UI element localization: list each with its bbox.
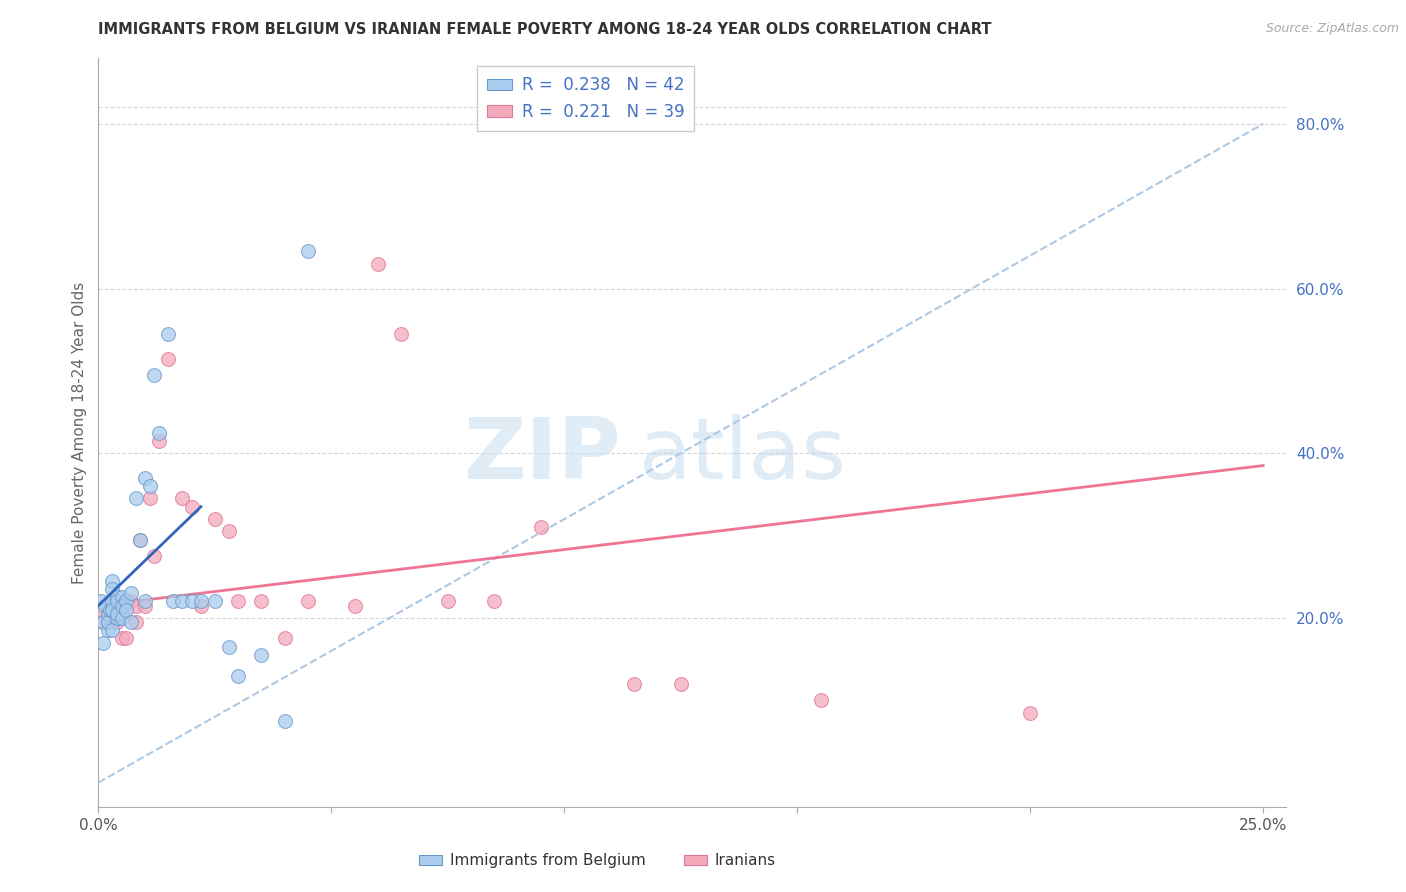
Point (97, 607, 120, 621)
Point (343, 599, 366, 613)
Point (389, 326, 412, 341)
Point (98, 602, 121, 616)
Point (138, 491, 160, 506)
Point (226, 668, 249, 682)
Point (129, 533, 152, 547)
Point (180, 594, 202, 608)
Point (180, 500, 202, 514)
Point (143, 549, 166, 563)
Point (218, 640, 240, 654)
Point (111, 599, 134, 613)
Point (297, 244, 319, 259)
Point (250, 648, 273, 662)
Legend: Immigrants from Belgium, Iranians: Immigrants from Belgium, Iranians (413, 847, 782, 874)
Point (172, 491, 194, 506)
Point (125, 599, 148, 613)
Point (1019, 706, 1042, 720)
Point (101, 594, 124, 608)
Text: atlas: atlas (638, 414, 846, 497)
Point (101, 594, 124, 608)
Y-axis label: Female Poverty Among 18-24 Year Olds: Female Poverty Among 18-24 Year Olds (72, 282, 87, 583)
Point (297, 594, 319, 608)
Point (162, 594, 184, 608)
Point (367, 257, 389, 271)
Point (134, 599, 156, 613)
Point (138, 479, 160, 493)
Point (623, 677, 645, 691)
Point (190, 599, 212, 613)
Text: Source: ZipAtlas.com: Source: ZipAtlas.com (1265, 22, 1399, 36)
Point (134, 471, 156, 485)
Point (250, 594, 273, 608)
Point (90, 594, 112, 608)
Point (111, 591, 134, 605)
Point (218, 524, 240, 539)
Point (115, 602, 138, 616)
Point (226, 594, 249, 608)
Point (97, 624, 120, 638)
Point (157, 326, 180, 341)
Point (484, 594, 506, 608)
Point (105, 611, 128, 625)
Point (115, 594, 138, 608)
Point (125, 615, 148, 629)
Point (148, 425, 170, 440)
Point (172, 594, 194, 608)
Point (120, 615, 142, 629)
Point (97, 615, 120, 629)
Point (274, 632, 297, 646)
Point (810, 693, 832, 707)
Text: IMMIGRANTS FROM BELGIUM VS IRANIAN FEMALE POVERTY AMONG 18-24 YEAR OLDS CORRELAT: IMMIGRANTS FROM BELGIUM VS IRANIAN FEMAL… (98, 22, 991, 37)
Point (111, 611, 134, 625)
Point (101, 582, 124, 596)
Point (437, 594, 460, 608)
Point (157, 351, 180, 366)
Point (120, 594, 142, 608)
Point (111, 607, 134, 621)
Point (120, 586, 142, 600)
Point (105, 615, 128, 629)
Point (105, 599, 128, 613)
Point (115, 594, 138, 608)
Point (530, 520, 553, 534)
Point (91, 615, 114, 629)
Point (115, 632, 138, 646)
Point (101, 611, 124, 625)
Point (90, 602, 112, 616)
Point (190, 594, 212, 608)
Point (204, 594, 226, 608)
Point (94, 599, 117, 613)
Point (111, 632, 134, 646)
Point (148, 434, 170, 448)
Point (134, 594, 156, 608)
Point (274, 714, 297, 728)
Point (91, 635, 114, 649)
Point (101, 602, 124, 616)
Point (101, 574, 124, 588)
Point (129, 533, 152, 547)
Text: ZIP: ZIP (464, 414, 621, 497)
Point (97, 607, 120, 621)
Point (91, 615, 114, 629)
Point (101, 624, 124, 638)
Point (204, 512, 226, 526)
Point (105, 594, 128, 608)
Point (105, 607, 128, 621)
Point (125, 491, 148, 506)
Point (105, 591, 128, 605)
Point (143, 368, 166, 382)
Point (669, 677, 692, 691)
